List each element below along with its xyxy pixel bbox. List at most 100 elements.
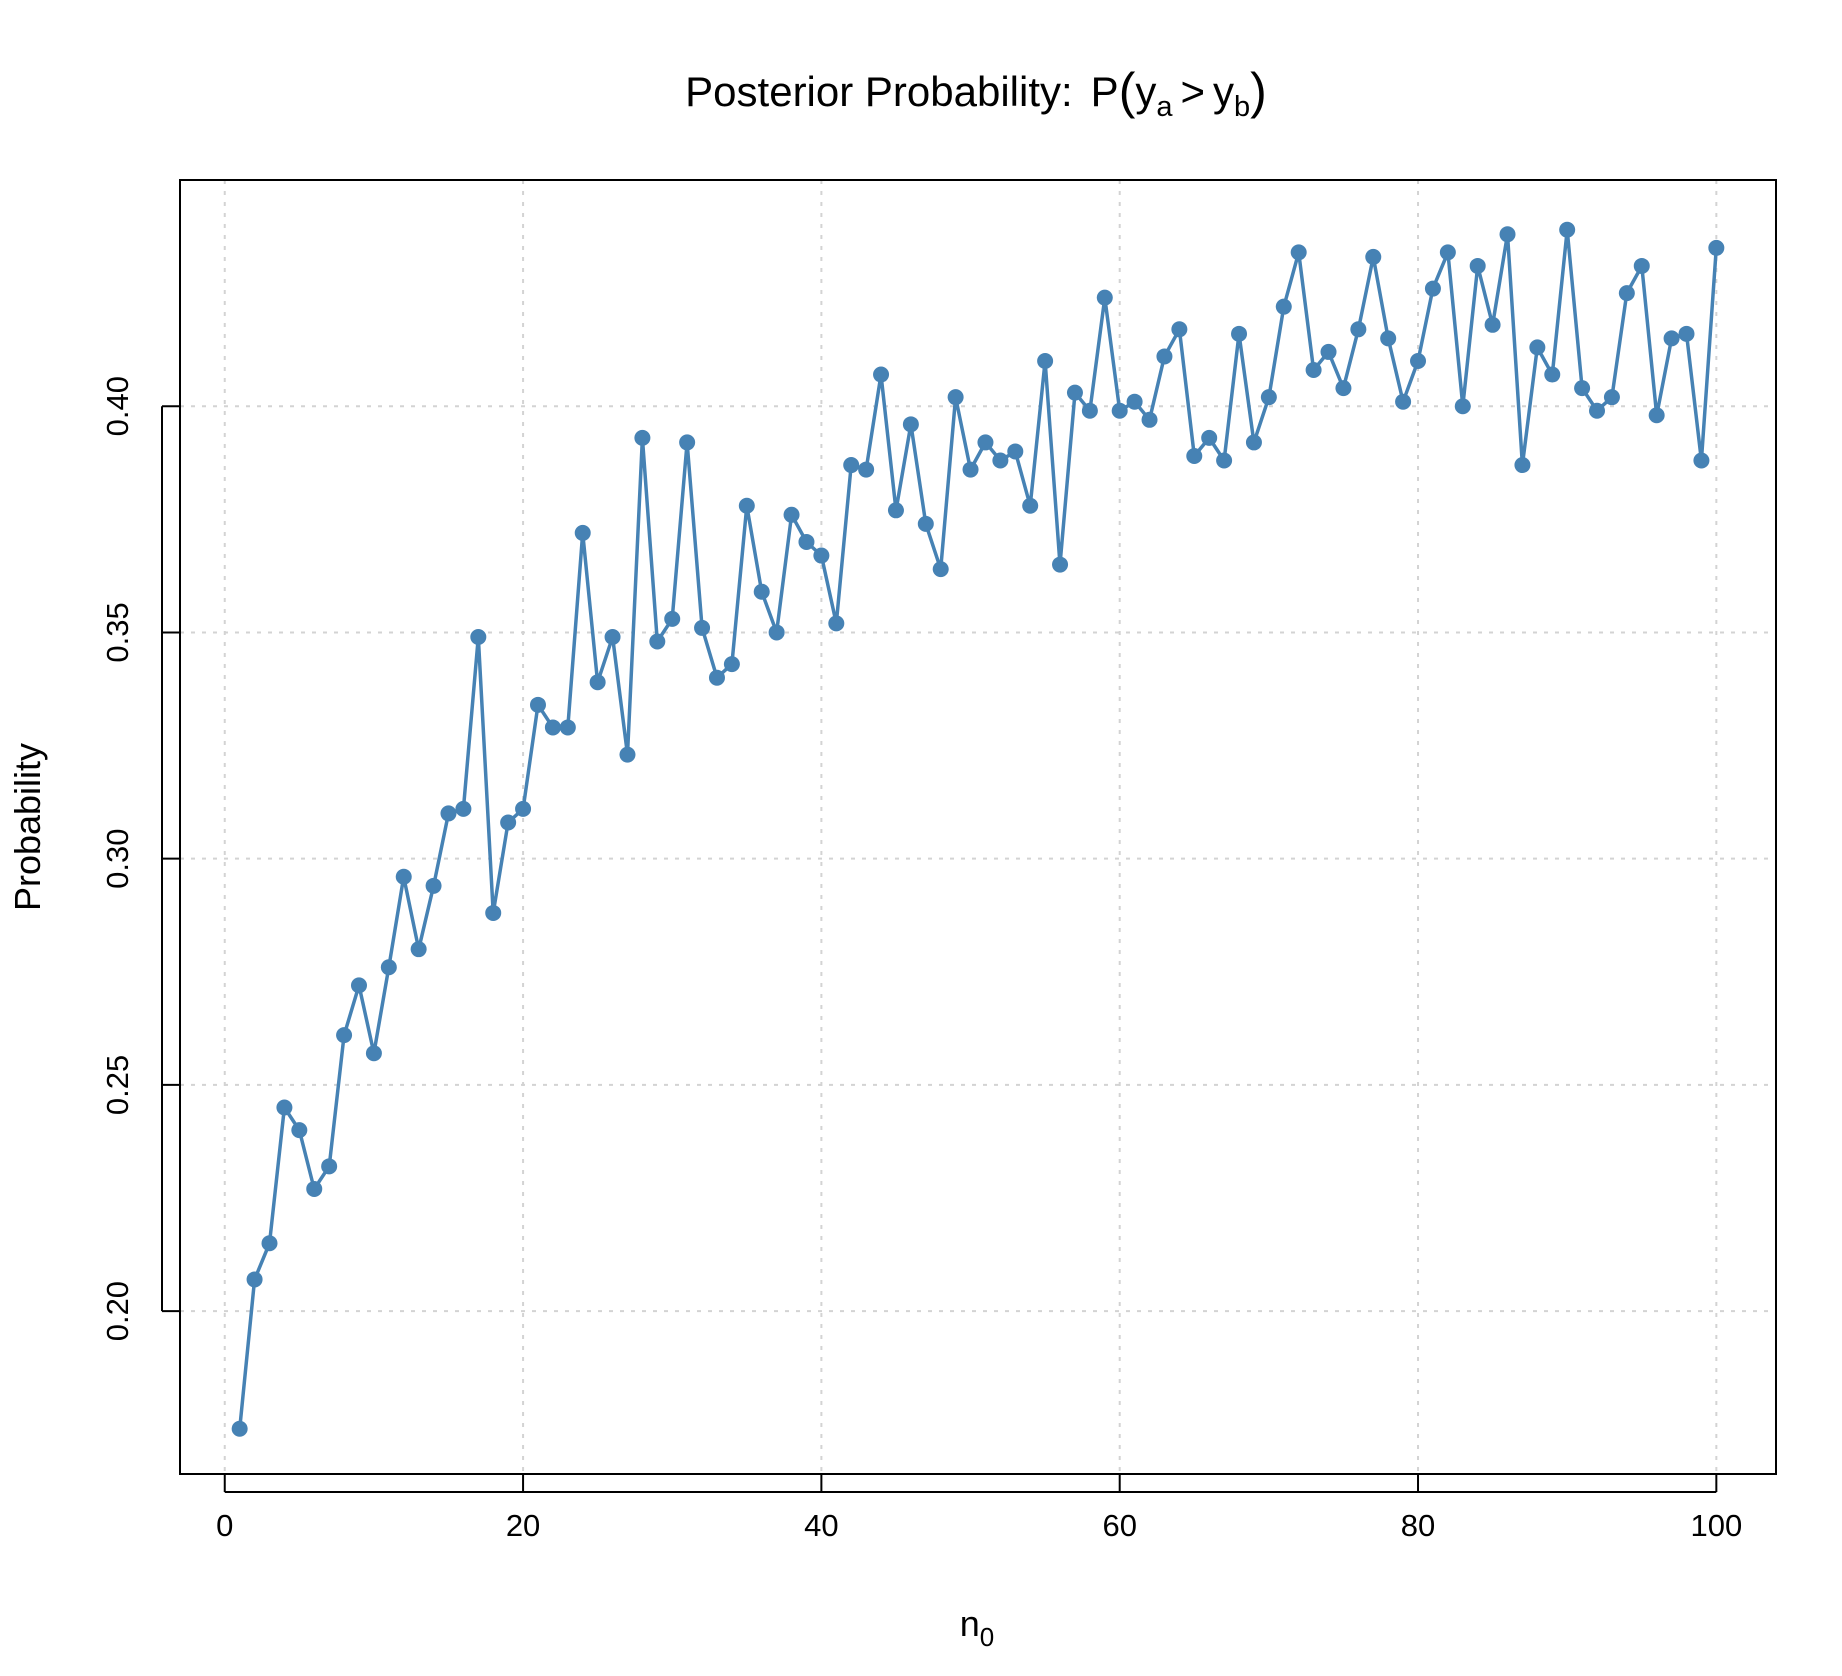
data-point	[410, 941, 427, 958]
title-close-paren: )	[1250, 63, 1267, 119]
data-point	[336, 1027, 353, 1044]
x-tick-label: 0	[216, 1508, 233, 1543]
data-point	[1096, 289, 1113, 306]
data-point	[1633, 257, 1650, 274]
y-tick-label: 0.40	[100, 376, 135, 436]
chart-title: Posterior Probability: P(ya > yb)	[685, 63, 1267, 123]
data-point	[1335, 380, 1352, 397]
data-point	[1186, 447, 1203, 464]
title-y-a: y	[1135, 68, 1156, 115]
data-point	[1231, 325, 1248, 342]
data-point	[1066, 384, 1083, 401]
x-tick-label: 40	[804, 1508, 838, 1543]
data-point	[1260, 389, 1277, 406]
title-subscript-a: a	[1156, 91, 1173, 123]
title-p: P	[1091, 68, 1119, 115]
x-axis-label: n0	[960, 1603, 995, 1652]
data-point	[1529, 339, 1546, 356]
data-point	[813, 547, 830, 564]
data-point	[1350, 321, 1367, 338]
data-point	[1052, 556, 1069, 573]
data-point	[515, 800, 532, 817]
data-point	[1603, 389, 1620, 406]
data-point	[619, 746, 636, 763]
data-point	[395, 868, 412, 885]
data-point	[977, 434, 994, 451]
title-y-b: y	[1213, 68, 1234, 115]
data-point	[1201, 429, 1218, 446]
grid-lines	[180, 180, 1776, 1474]
data-point	[1305, 362, 1322, 379]
data-point	[708, 669, 725, 686]
data-point	[1469, 257, 1486, 274]
data-point	[1380, 330, 1397, 347]
y-tick-label: 0.30	[100, 828, 135, 888]
title-prefix: Posterior Probability:	[685, 68, 1073, 115]
data-point	[1589, 402, 1606, 419]
data-point	[798, 533, 815, 550]
data-point	[679, 434, 696, 451]
data-point	[1693, 452, 1710, 469]
data-point	[858, 461, 875, 478]
data-point	[664, 610, 681, 627]
y-axis: 0.20 0.25 0.30 0.35 0.40	[100, 376, 180, 1341]
data-point	[604, 628, 621, 645]
y-axis-label: Probability	[7, 743, 48, 911]
data-point	[1290, 244, 1307, 261]
data-point	[1544, 366, 1561, 383]
data-point	[1454, 398, 1471, 415]
data-point	[246, 1271, 263, 1288]
data-point	[1514, 457, 1531, 474]
data-point	[768, 624, 785, 641]
data-point	[1395, 393, 1412, 410]
data-point	[261, 1235, 278, 1252]
data-point	[544, 719, 561, 736]
data-point	[350, 977, 367, 994]
data-point	[1022, 497, 1039, 514]
data-point	[1410, 352, 1427, 369]
data-point	[455, 800, 472, 817]
data-point	[783, 506, 800, 523]
data-point	[1275, 298, 1292, 315]
series-line	[237, 228, 1719, 1429]
data-point	[529, 696, 546, 713]
data-point	[1081, 402, 1098, 419]
data-point	[1126, 393, 1143, 410]
data-point	[1365, 248, 1382, 265]
data-point	[1141, 411, 1158, 428]
data-point	[738, 497, 755, 514]
data-point	[1499, 226, 1516, 243]
plot-frame	[179, 179, 1777, 1475]
data-point	[902, 416, 919, 433]
data-series	[231, 221, 1725, 1437]
x-axis: 0 20 40 60 80 100	[216, 1474, 1742, 1543]
data-point	[947, 389, 964, 406]
data-point	[1111, 402, 1128, 419]
data-point	[1245, 434, 1262, 451]
data-point	[723, 656, 740, 673]
title-subscript-b: b	[1234, 91, 1250, 123]
data-point	[843, 457, 860, 474]
data-point	[1484, 316, 1501, 333]
data-point	[753, 583, 770, 600]
data-point	[649, 633, 666, 650]
data-point	[1618, 285, 1635, 302]
data-point	[887, 502, 904, 519]
data-point	[962, 461, 979, 478]
title-open-paren: (	[1119, 63, 1136, 119]
data-point	[932, 561, 949, 578]
data-point	[1439, 244, 1456, 261]
data-point	[634, 429, 651, 446]
data-point	[485, 904, 502, 921]
data-point	[828, 615, 845, 632]
data-point	[1320, 343, 1337, 360]
data-point	[500, 814, 517, 831]
data-point	[917, 515, 934, 532]
data-point	[425, 877, 442, 894]
data-point	[1678, 325, 1695, 342]
data-point	[380, 959, 397, 976]
y-tick-label: 0.25	[100, 1055, 135, 1115]
data-point	[574, 524, 591, 541]
